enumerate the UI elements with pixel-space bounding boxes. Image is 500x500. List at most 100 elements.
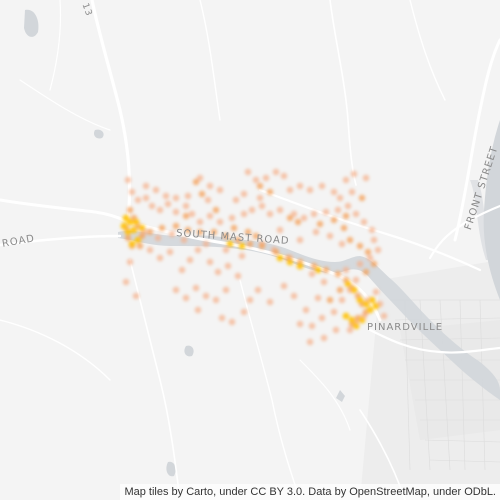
heat-dot — [124, 228, 132, 236]
heat-dot — [364, 248, 372, 256]
heat-dot — [212, 296, 220, 304]
heat-dot — [356, 260, 364, 268]
heat-dot — [286, 258, 294, 266]
heat-dot — [294, 218, 302, 226]
heat-dot — [326, 232, 334, 240]
heat-dot — [196, 228, 204, 236]
heat-dot — [370, 236, 378, 244]
heat-dot — [358, 316, 366, 324]
heat-dot — [216, 218, 224, 226]
heat-dot — [258, 242, 266, 250]
heat-dot — [246, 240, 254, 248]
heat-dot — [132, 292, 140, 300]
heat-dot — [240, 210, 248, 218]
heat-dot — [338, 296, 346, 304]
heat-dot — [318, 182, 326, 190]
heat-dot — [280, 282, 288, 290]
heat-dot — [346, 326, 354, 334]
heat-dot — [186, 256, 194, 264]
heat-dot — [226, 240, 234, 248]
heat-dot — [244, 168, 252, 176]
heat-dot — [348, 316, 356, 324]
heat-dot — [240, 308, 248, 316]
heat-dot — [232, 196, 240, 204]
heat-dot — [154, 234, 162, 242]
heat-dot — [346, 236, 354, 244]
heat-dot — [368, 226, 376, 234]
heat-dot — [164, 200, 172, 208]
heat-dot — [124, 234, 132, 242]
heat-dot — [290, 292, 298, 300]
heat-dot — [322, 266, 330, 274]
pinardville-label: PINARDVILLE — [367, 322, 444, 333]
heat-dot — [306, 338, 314, 346]
cool-dots — [122, 168, 388, 346]
heat-dot — [222, 232, 230, 240]
heat-dot — [290, 210, 298, 218]
heat-dot — [356, 242, 364, 250]
heat-dot — [296, 236, 304, 244]
heat-dot — [266, 298, 274, 306]
heat-dot — [202, 292, 210, 300]
heat-dot — [204, 196, 212, 204]
heat-dot — [182, 202, 190, 210]
heat-dot — [356, 296, 364, 304]
heat-dot — [248, 206, 256, 214]
warm-dots — [122, 178, 378, 328]
heat-dot — [214, 268, 222, 276]
heat-dot — [296, 320, 304, 328]
heat-dot — [192, 284, 200, 292]
hot-dots — [120, 214, 380, 330]
heat-dot — [330, 188, 338, 196]
heat-dot — [222, 286, 230, 294]
heat-dot — [136, 242, 144, 250]
heat-dot — [348, 188, 356, 196]
heat-dot — [344, 202, 352, 210]
heat-dot — [222, 246, 230, 254]
heat-dot — [380, 312, 388, 320]
heat-dot — [184, 226, 192, 234]
heat-dot — [172, 208, 180, 216]
heat-dot — [342, 266, 350, 274]
heat-dot — [286, 186, 294, 194]
heat-dot — [362, 174, 370, 182]
heat-dot — [314, 294, 322, 302]
heat-dot — [196, 174, 204, 182]
heat-dot — [182, 212, 190, 220]
heat-dot — [340, 224, 348, 232]
heat-dot — [326, 296, 334, 304]
heat-dot — [252, 232, 260, 240]
heat-dot — [134, 236, 142, 244]
heat-dot — [276, 254, 284, 262]
heat-dot — [272, 168, 280, 176]
heat-dot — [202, 240, 210, 248]
heat-dot — [172, 194, 180, 202]
heat-dot — [256, 194, 264, 202]
road-west — [0, 198, 130, 224]
route-13 — [90, 0, 132, 222]
heat-dot — [128, 188, 136, 196]
heat-dot — [188, 210, 196, 218]
heat-dot — [224, 262, 232, 270]
heat-dot — [238, 252, 246, 260]
heat-dot — [262, 174, 270, 182]
heat-dot — [158, 224, 166, 232]
heat-dot — [230, 224, 238, 232]
heat-dot — [228, 318, 236, 326]
heat-dot — [210, 228, 218, 236]
heat-dot — [142, 182, 150, 190]
heat-dot — [362, 268, 370, 276]
heat-dot — [286, 214, 294, 222]
heat-dot — [330, 216, 338, 224]
heat-dot — [132, 218, 140, 226]
heat-dot — [184, 192, 192, 200]
heat-dot — [180, 236, 188, 244]
heat-dot — [216, 186, 224, 194]
heat-dot — [234, 272, 242, 280]
heat-dot — [130, 226, 138, 234]
heat-dot — [126, 206, 134, 214]
heat-dot — [322, 208, 330, 216]
heat-dot — [194, 306, 202, 314]
